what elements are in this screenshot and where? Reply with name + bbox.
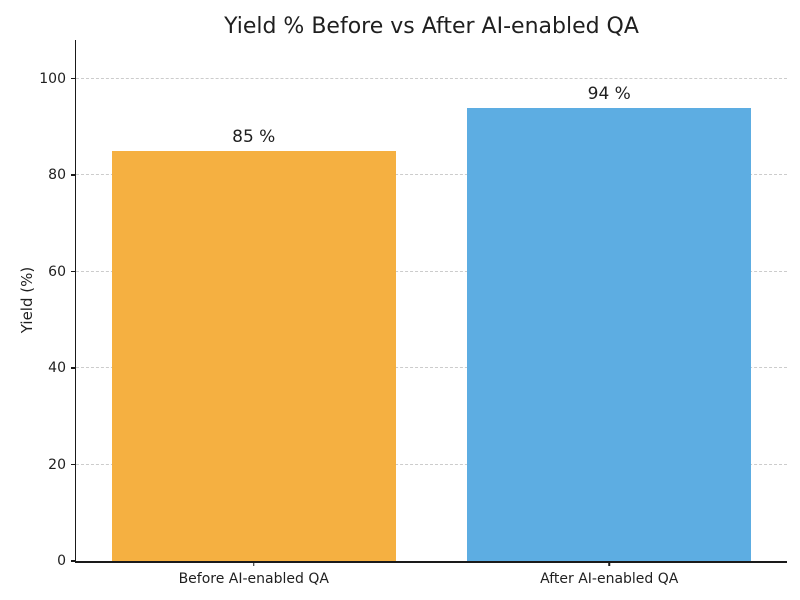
x-tick-mark	[253, 561, 255, 566]
bar-0	[111, 150, 396, 561]
y-axis-label: Yield (%)	[18, 266, 36, 334]
bar-value-label-1: 94 %	[587, 83, 631, 104]
gridline-y-20	[76, 463, 787, 465]
y-tick-label: 100	[39, 70, 66, 87]
y-tick-mark	[71, 174, 76, 176]
gridline-y-40	[76, 367, 787, 369]
gridline-y-100	[76, 77, 787, 79]
y-tick-label: 20	[48, 456, 66, 473]
y-tick-label: 60	[48, 263, 66, 280]
gridline-y-60	[76, 270, 787, 272]
y-tick-mark	[71, 560, 76, 562]
x-tick-label-0: Before AI-enabled QA	[178, 571, 329, 587]
plot-area: 0 20 40 60 80 100 85 % Before AI-enabled QA 94 %…	[39, 40, 787, 587]
y-tick-label: 0	[57, 553, 66, 569]
chart-title: Yield % Before vs After AI-enabled QA	[224, 14, 639, 39]
x-axis-spine	[74, 561, 787, 563]
bar-value-label-0: 85 %	[232, 126, 276, 147]
bar-1	[467, 107, 752, 561]
y-tick-mark	[71, 270, 76, 273]
y-axis-spine	[74, 40, 76, 563]
x-tick-mark	[608, 561, 610, 566]
y-tick-mark	[71, 367, 76, 369]
y-tick-mark	[71, 77, 76, 80]
y-tick-label: 80	[48, 167, 66, 184]
x-tick-label-1: After AI-enabled QA	[540, 571, 679, 587]
y-tick-label: 40	[48, 360, 66, 377]
y-tick-mark	[71, 463, 76, 466]
gridline-y-80	[76, 174, 787, 176]
